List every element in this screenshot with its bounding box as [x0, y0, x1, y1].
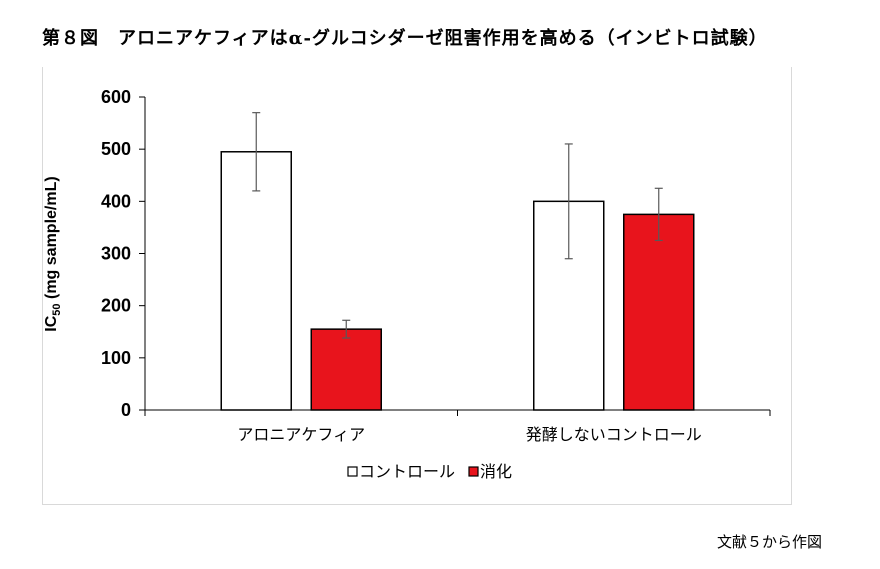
figure-title: 第８図 アロニアケフィアはα-グルコシダーゼ阻害作用を高める（インビトロ試験）	[42, 28, 768, 49]
y-tick-label: 0	[121, 400, 131, 420]
y-axis-label: IC50 (mg sample/mL)	[43, 176, 63, 331]
y-tick-label: 300	[101, 244, 131, 264]
x-tick-label: 発酵しないコントロール	[526, 425, 702, 444]
legend-label: コントロール	[359, 462, 455, 481]
legend-label: 消化	[480, 462, 512, 481]
bar	[623, 213, 695, 411]
y-tick-label: 400	[101, 191, 131, 211]
bar	[310, 328, 382, 411]
y-tick-label: 500	[101, 139, 131, 159]
x-tick-label: アロニアケフィア	[237, 425, 365, 444]
y-tick-label: 200	[101, 296, 131, 316]
x-axis: アロニアケフィア 発酵しないコントロール	[144, 409, 771, 444]
y-axis: 0 100 200 300 400 500 600	[101, 87, 146, 420]
y-tick-label: 100	[101, 348, 131, 368]
error-bars	[252, 112, 663, 339]
source-note: 文献５から作図	[716, 533, 822, 551]
bars	[220, 151, 695, 411]
legend-swatch	[347, 466, 358, 477]
legend-swatch	[468, 466, 479, 477]
bar	[220, 151, 292, 411]
chart-frame	[42, 67, 792, 505]
legend: コントロール 消化	[347, 462, 512, 481]
y-tick-label: 600	[101, 87, 131, 107]
